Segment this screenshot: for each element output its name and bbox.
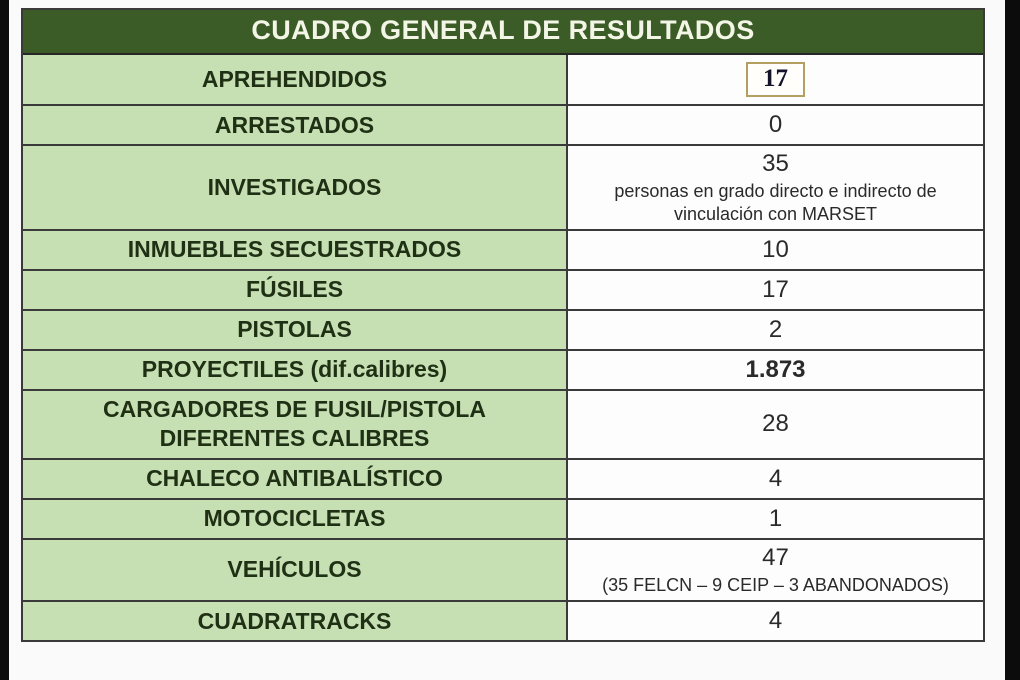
result-value-cell: 0: [568, 106, 983, 145]
result-label-cell: FÚSILES: [23, 271, 568, 310]
result-value: 1.873: [745, 355, 806, 383]
table-row: CHALECO ANTIBALÍSTICO 4: [23, 459, 983, 500]
result-value: 4: [768, 606, 783, 634]
result-value-cell: 28: [568, 391, 983, 458]
result-value-cell: 17: [568, 55, 983, 105]
frame-left-bar: [0, 0, 9, 680]
result-label-cell: PROYECTILES (dif.calibres): [23, 351, 568, 390]
table-body: APREHENDIDOS 17 ARRESTADOS 0 INVESTIGADOS 35 p…: [23, 55, 983, 641]
table-row: INMUEBLES SECUESTRADOS 10: [23, 231, 983, 272]
table-row: VEHÍCULOS 47 (35 FELCN – 9 CEIP – 3 ABANDO…: [23, 539, 983, 603]
result-value: 2: [768, 315, 783, 343]
table-row: MOTOCICLETAS 1: [23, 499, 983, 540]
result-note: (35 FELCN – 9 CEIP – 3 ABANDONADOS): [602, 574, 949, 595]
table-row: FÚSILES 17: [23, 271, 983, 312]
result-value-cell: 1.873: [568, 351, 983, 390]
result-value: 0: [768, 110, 783, 138]
result-value: 10: [762, 235, 789, 263]
result-label-cell: INVESTIGADOS: [23, 146, 568, 230]
result-label-cell: INMUEBLES SECUESTRADOS: [23, 231, 568, 270]
result-label-cell: MOTOCICLETAS: [23, 499, 568, 538]
result-label-cell: CUADRATRACKS: [23, 602, 568, 641]
table-row: PROYECTILES (dif.calibres) 1.873: [23, 351, 983, 392]
result-value: 4: [768, 464, 783, 492]
result-value-cell: 35 personas en grado directo e indirecto …: [568, 146, 983, 230]
result-value: 17: [762, 275, 789, 303]
result-value-highlight-box: 17: [746, 62, 805, 98]
frame-right-bar: [1005, 0, 1020, 680]
table-row: INVESTIGADOS 35 personas en grado directo …: [23, 146, 983, 232]
result-value: 28: [762, 410, 789, 438]
result-value: 47: [762, 543, 789, 571]
table-row: CARGADORES DE FUSIL/PISTOLA DIFERENTES C…: [23, 391, 983, 460]
result-value-cell: 2: [568, 311, 983, 350]
result-note: personas en grado directo e indirecto de…: [614, 181, 937, 224]
result-label-cell: ARRESTADOS: [23, 106, 568, 145]
result-label-cell: PISTOLAS: [23, 311, 568, 350]
result-value-cell: 1: [568, 499, 983, 538]
table-title: CUADRO GENERAL DE RESULTADOS: [23, 10, 983, 55]
table-row: CUADRATRACKS 4: [23, 602, 983, 641]
result-value-cell: 10: [568, 231, 983, 270]
result-value: 35: [762, 150, 789, 178]
table-row: APREHENDIDOS 17: [23, 55, 983, 107]
table-row: ARRESTADOS 0: [23, 106, 983, 147]
result-value-cell: 17: [568, 271, 983, 310]
result-value-cell: 4: [568, 459, 983, 498]
result-value: 1: [768, 504, 783, 532]
table-row: PISTOLAS 2: [23, 311, 983, 352]
result-label-cell: VEHÍCULOS: [23, 539, 568, 601]
result-value-cell: 47 (35 FELCN – 9 CEIP – 3 ABANDONADOS): [568, 539, 983, 601]
results-table: CUADRO GENERAL DE RESULTADOS APREHENDIDO…: [21, 8, 985, 643]
result-label-cell: CARGADORES DE FUSIL/PISTOLA DIFERENTES C…: [23, 391, 568, 458]
result-label-cell: APREHENDIDOS: [23, 55, 568, 105]
result-label-cell: CHALECO ANTIBALÍSTICO: [23, 459, 568, 498]
result-value-cell: 4: [568, 602, 983, 641]
